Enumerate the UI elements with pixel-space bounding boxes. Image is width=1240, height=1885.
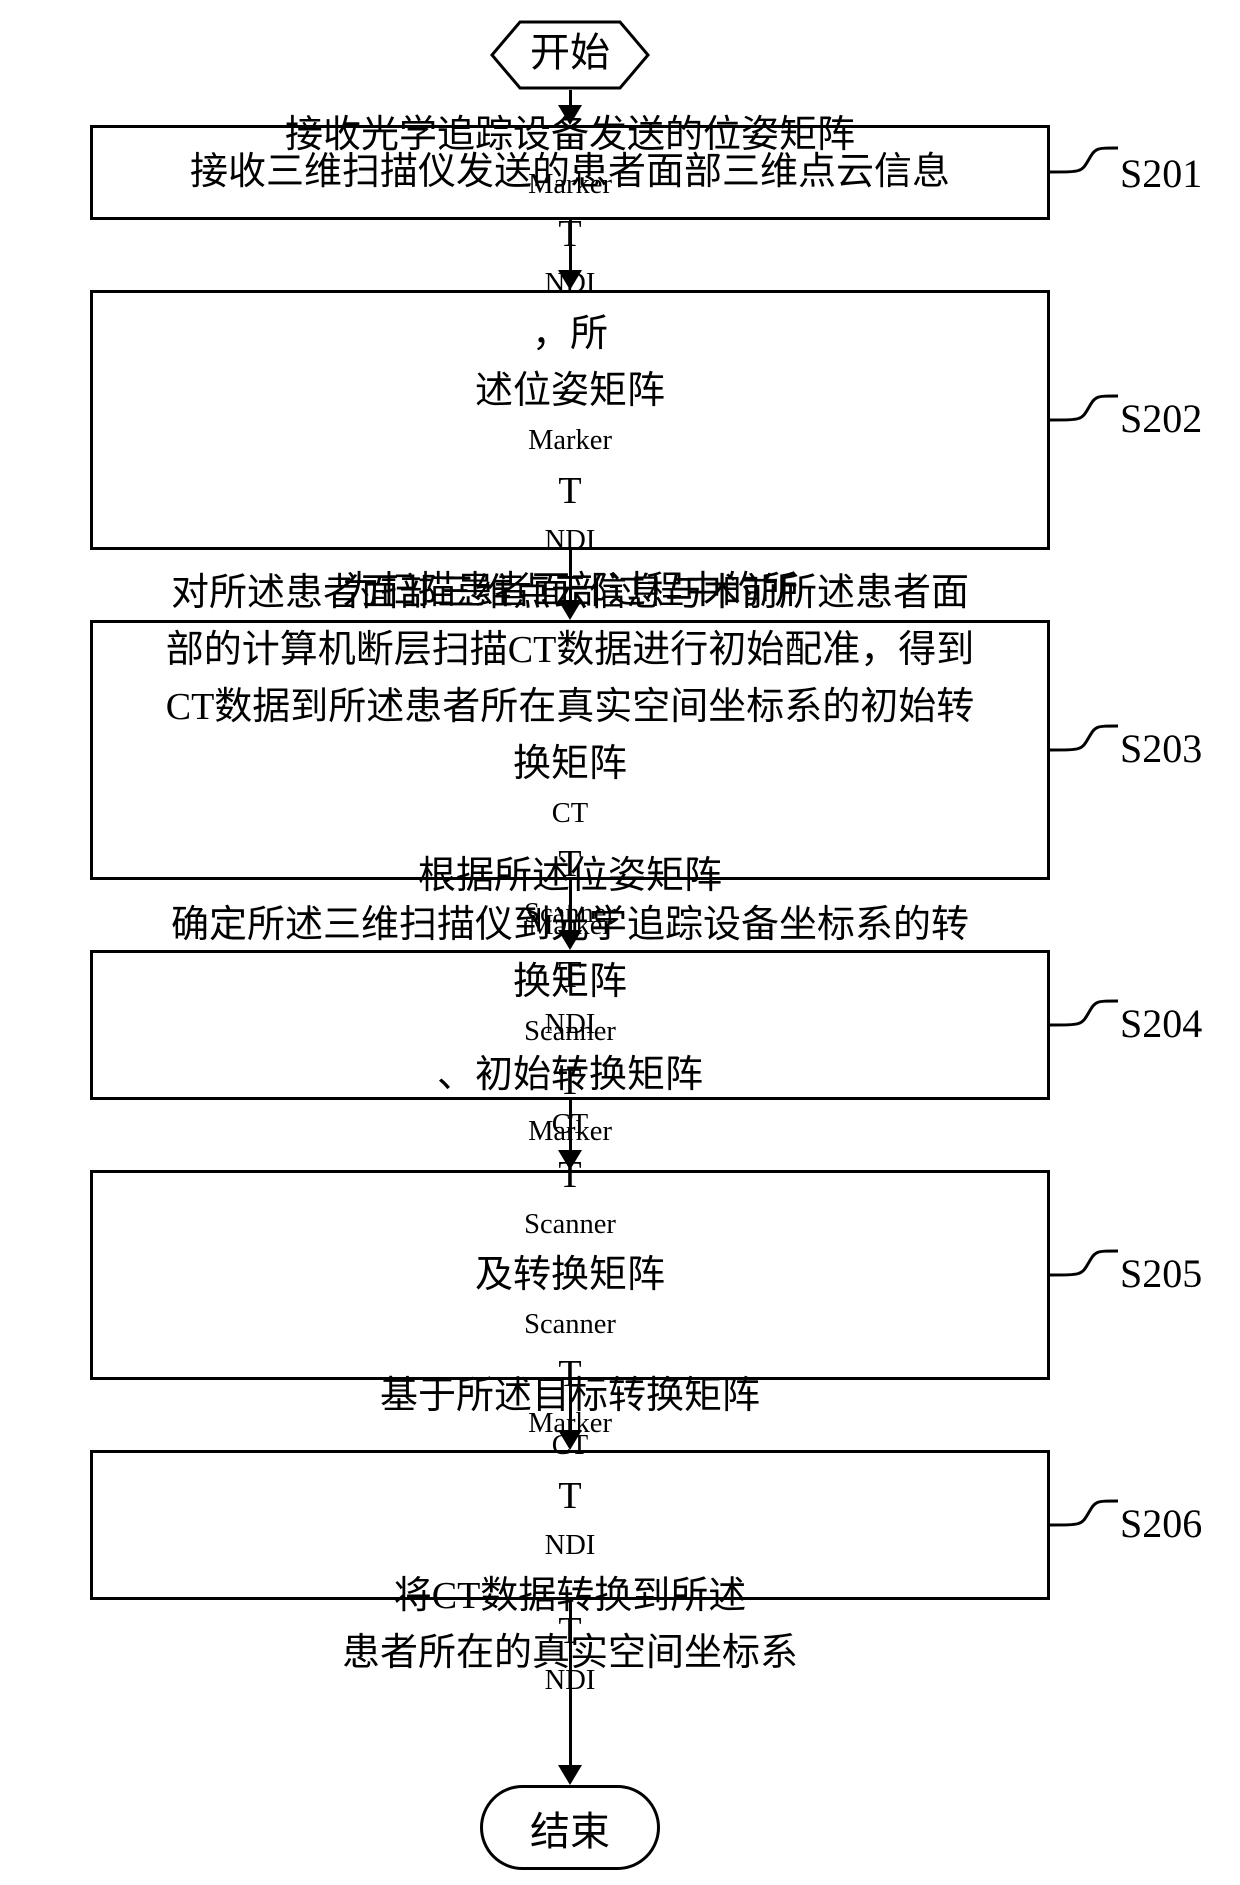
arrow-head-0 <box>558 105 582 125</box>
arrow-head-5 <box>558 1430 582 1450</box>
end-terminator: 结束 <box>480 1785 660 1870</box>
arrow-2 <box>569 550 572 602</box>
connector-S203 <box>1050 720 1120 780</box>
flowchart-canvas: 开始结束接收三维扫描仪发送的患者面部三维点云信息S201接收光学追踪设备发送的位… <box>0 0 1240 1885</box>
process-step-S203: 对所述患者面部三维点云信息与术前所述患者面部的计算机断层扫描CT数据进行初始配准… <box>90 620 1050 880</box>
connector-S201 <box>1050 142 1120 202</box>
process-step-S205: 根据所述位姿矩阵MarkerTNDI、初始转换矩阵CTTScanner及转换矩阵… <box>90 1170 1050 1380</box>
connector-S205 <box>1050 1245 1120 1305</box>
start-terminator: 开始 <box>490 20 650 90</box>
connector-S204 <box>1050 995 1120 1055</box>
arrow-4 <box>569 1100 572 1152</box>
connector-S206 <box>1050 1495 1120 1555</box>
arrow-1 <box>569 220 572 272</box>
arrow-head-1 <box>558 270 582 290</box>
step-label-S205: S205 <box>1120 1250 1202 1297</box>
start-label: 开始 <box>530 30 610 75</box>
arrow-head-3 <box>558 930 582 950</box>
process-step-S206: 基于所述目标转换矩阵CTTNDI将CT数据转换到所述患者所在的真实空间坐标系 <box>90 1450 1050 1600</box>
step-label-S204: S204 <box>1120 1000 1202 1047</box>
arrow-head-6 <box>558 1765 582 1785</box>
process-step-S202: 接收光学追踪设备发送的位姿矩阵MarkerTNDI，所述位姿矩阵MarkerTN… <box>90 290 1050 550</box>
arrow-head-2 <box>558 600 582 620</box>
arrow-6 <box>569 1600 572 1767</box>
arrow-3 <box>569 880 572 932</box>
connector-S202 <box>1050 390 1120 450</box>
step-label-S203: S203 <box>1120 725 1202 772</box>
arrow-head-4 <box>558 1150 582 1170</box>
end-label: 结束 <box>530 1799 610 1857</box>
step-label-S206: S206 <box>1120 1500 1202 1547</box>
step-label-S202: S202 <box>1120 395 1202 442</box>
step-label-S201: S201 <box>1120 150 1202 197</box>
arrow-5 <box>569 1380 572 1432</box>
